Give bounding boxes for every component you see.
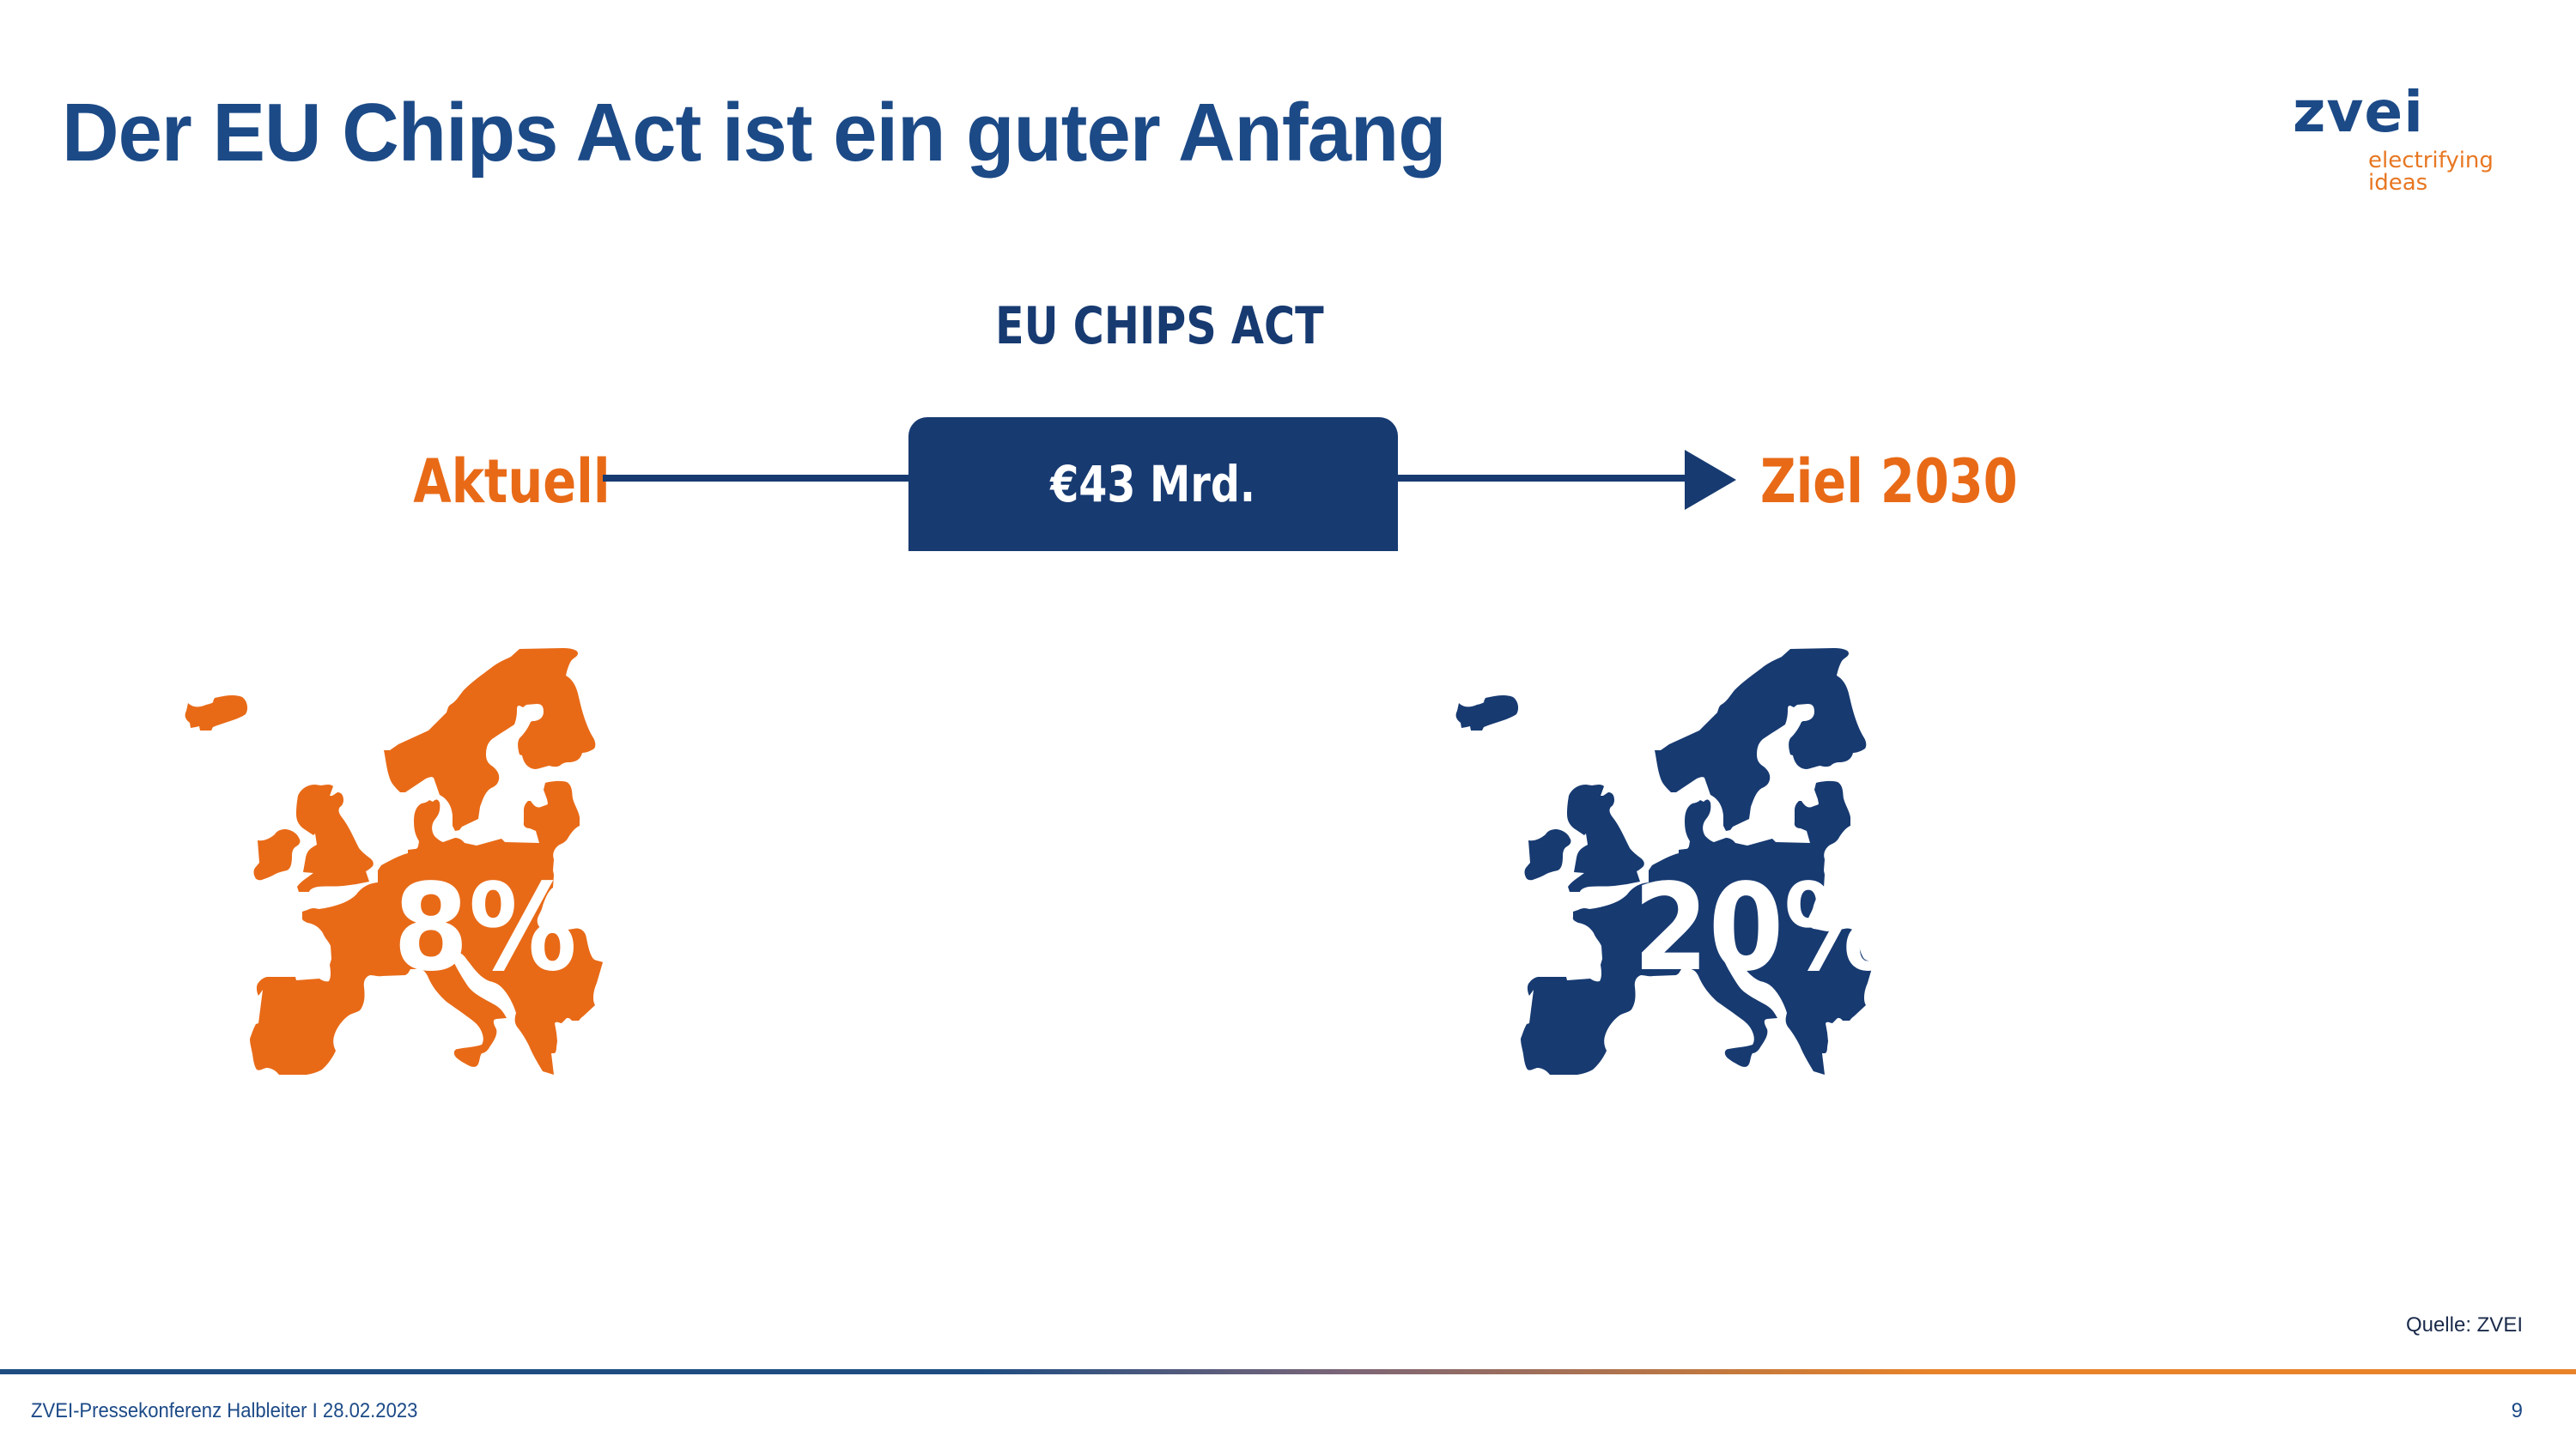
- section-label-text: EU CHIPS ACT: [994, 296, 1324, 356]
- current-share-value: 8%: [393, 858, 577, 998]
- europe-map-target: 20%: [1443, 635, 2044, 1236]
- funding-amount: €43 Mrd.: [1050, 455, 1256, 513]
- slide-title: Der EU Chips Act ist ein guter Anfang: [62, 87, 1447, 179]
- europe-map-icon: [1455, 648, 1874, 1075]
- current-label-text: Aktuell: [412, 446, 610, 517]
- source-note: Quelle: ZVEI: [2405, 1313, 2523, 1337]
- target-label: Ziel 2030: [1760, 446, 2074, 517]
- logo-tagline-line1: electrifying: [2368, 148, 2494, 173]
- current-label: Aktuell: [361, 446, 610, 517]
- target-label-text: Ziel 2030: [1760, 446, 2018, 517]
- funding-box: €43 Mrd.: [908, 417, 1398, 551]
- footer-text: ZVEI-Pressekonferenz Halbleiter I 28.02.…: [31, 1399, 418, 1422]
- footer-divider: [0, 1369, 2576, 1374]
- page-number: 9: [2511, 1399, 2523, 1422]
- logo-wordmark: zvei: [2293, 79, 2424, 145]
- target-share-value: 20%: [1633, 858, 1893, 998]
- logo-tagline-line2: ideas: [2368, 170, 2428, 196]
- arrow-right-icon: [1685, 450, 1736, 510]
- section-label: EU CHIPS ACT: [945, 296, 1374, 356]
- europe-map-icon: [185, 648, 603, 1075]
- logo-tagline: electrifying ideas: [2368, 149, 2494, 194]
- zvei-logo: zvei electrifying ideas: [2293, 79, 2516, 204]
- europe-map-current: 8%: [172, 635, 773, 1236]
- timeline-line-left: [603, 475, 910, 482]
- timeline-line-right: [1395, 475, 1687, 482]
